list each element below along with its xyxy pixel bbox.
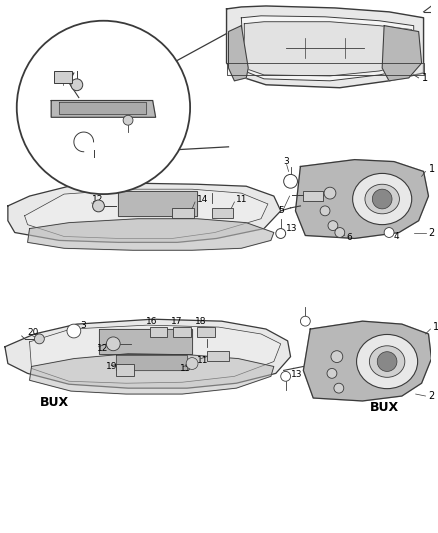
Ellipse shape [353, 173, 412, 224]
Text: 8: 8 [74, 61, 80, 70]
Polygon shape [28, 219, 274, 251]
Polygon shape [25, 189, 268, 238]
Circle shape [335, 228, 345, 237]
Text: 5: 5 [279, 206, 285, 215]
Text: 9: 9 [106, 146, 112, 154]
Circle shape [123, 115, 133, 125]
Text: 10: 10 [99, 76, 110, 85]
Text: 2: 2 [428, 391, 435, 401]
Polygon shape [382, 26, 422, 81]
Circle shape [92, 200, 104, 212]
Text: 6: 6 [347, 233, 353, 242]
Text: 17: 17 [171, 317, 183, 326]
Text: 13: 13 [286, 224, 297, 233]
Bar [197, 327, 215, 337]
Circle shape [106, 337, 120, 351]
Circle shape [324, 187, 336, 199]
Polygon shape [296, 159, 428, 238]
Text: 11: 11 [197, 356, 208, 365]
Polygon shape [304, 321, 431, 401]
Text: 12: 12 [96, 344, 108, 353]
Bar [207, 351, 229, 360]
Polygon shape [229, 26, 248, 81]
Polygon shape [29, 325, 281, 383]
Text: 18: 18 [195, 317, 207, 326]
Text: 11: 11 [237, 195, 248, 204]
Polygon shape [29, 354, 274, 394]
Circle shape [331, 351, 343, 362]
Bar [150, 327, 167, 337]
Bar [173, 327, 191, 337]
Polygon shape [116, 354, 187, 370]
Bar [54, 71, 72, 83]
Circle shape [281, 372, 290, 381]
Ellipse shape [369, 346, 405, 377]
Polygon shape [99, 329, 192, 354]
Text: 20: 20 [28, 327, 39, 336]
Text: 1: 1 [422, 73, 427, 83]
Text: 2: 2 [428, 228, 435, 238]
Text: 15: 15 [180, 364, 192, 373]
Circle shape [327, 368, 337, 378]
Polygon shape [51, 101, 155, 117]
Bar [212, 208, 233, 218]
Text: 14: 14 [197, 195, 208, 204]
Polygon shape [244, 22, 412, 76]
Circle shape [276, 229, 286, 238]
Text: 4: 4 [136, 120, 141, 128]
Text: 1: 1 [428, 165, 434, 174]
Text: 3: 3 [81, 321, 87, 329]
Bar [304, 191, 323, 201]
Text: 7: 7 [158, 98, 163, 107]
Circle shape [300, 316, 310, 326]
Circle shape [17, 21, 190, 194]
Text: 12: 12 [92, 195, 103, 204]
Ellipse shape [365, 184, 399, 214]
Polygon shape [241, 16, 414, 81]
Circle shape [186, 358, 198, 369]
Circle shape [67, 324, 81, 338]
Circle shape [384, 228, 394, 237]
Text: BUX: BUX [39, 397, 69, 409]
Polygon shape [226, 63, 424, 75]
Text: 13: 13 [290, 370, 302, 379]
Circle shape [320, 206, 330, 216]
Text: 3: 3 [284, 157, 290, 166]
Bar [173, 208, 194, 218]
Text: 19: 19 [106, 362, 118, 371]
Bar [116, 364, 134, 376]
Polygon shape [5, 319, 290, 388]
Ellipse shape [357, 335, 418, 389]
Circle shape [377, 352, 397, 372]
Polygon shape [8, 183, 281, 243]
Polygon shape [59, 102, 146, 114]
Circle shape [372, 189, 392, 209]
Text: 16: 16 [146, 317, 157, 326]
Text: 4: 4 [394, 232, 399, 241]
Polygon shape [226, 6, 424, 88]
Circle shape [328, 221, 338, 231]
Text: BUX: BUX [370, 401, 399, 414]
Circle shape [35, 334, 44, 344]
Circle shape [334, 383, 344, 393]
Text: 1: 1 [433, 322, 438, 332]
Circle shape [284, 174, 297, 188]
Polygon shape [118, 191, 197, 216]
Circle shape [71, 79, 83, 91]
